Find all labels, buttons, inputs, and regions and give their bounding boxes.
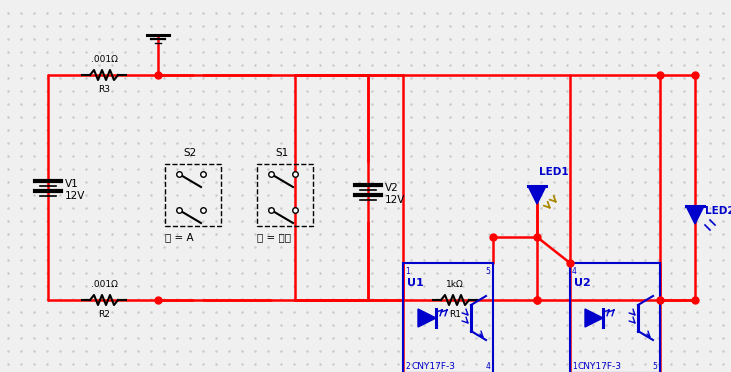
Text: .001Ω: .001Ω (91, 55, 118, 64)
Text: U2: U2 (574, 278, 591, 288)
Text: 键 = A: 键 = A (165, 232, 194, 242)
Text: 1kΩ: 1kΩ (446, 280, 464, 289)
Text: 4: 4 (572, 267, 577, 276)
Text: CNY17F-3: CNY17F-3 (578, 362, 622, 371)
Bar (295, 75, 368, 300)
Text: S1: S1 (275, 148, 288, 158)
Text: .001Ω: .001Ω (91, 280, 118, 289)
Bar (257, 164, 313, 226)
Text: 2: 2 (405, 362, 410, 371)
Polygon shape (418, 309, 436, 327)
Bar (403, 263, 493, 372)
Text: V1: V1 (65, 179, 79, 189)
Text: 1: 1 (572, 362, 577, 371)
Text: 1: 1 (405, 267, 410, 276)
Text: V2: V2 (385, 183, 398, 193)
Text: 键 = 空格: 键 = 空格 (257, 232, 291, 242)
Text: R3: R3 (98, 85, 110, 94)
Text: S2: S2 (183, 148, 196, 158)
Polygon shape (686, 206, 704, 224)
Text: LED1: LED1 (539, 167, 569, 177)
Text: 12V: 12V (65, 191, 86, 201)
Text: LED2: LED2 (705, 206, 731, 216)
Text: U1: U1 (407, 278, 424, 288)
Bar (570, 263, 660, 372)
Polygon shape (528, 186, 546, 204)
Text: 5: 5 (652, 362, 657, 371)
Text: 5: 5 (485, 267, 490, 276)
Bar (165, 164, 221, 226)
Text: 4: 4 (485, 362, 490, 371)
Text: R1: R1 (449, 310, 461, 319)
Text: 12V: 12V (385, 195, 406, 205)
Text: R2: R2 (98, 310, 110, 319)
Polygon shape (585, 309, 603, 327)
Text: CNY17F-3: CNY17F-3 (411, 362, 455, 371)
